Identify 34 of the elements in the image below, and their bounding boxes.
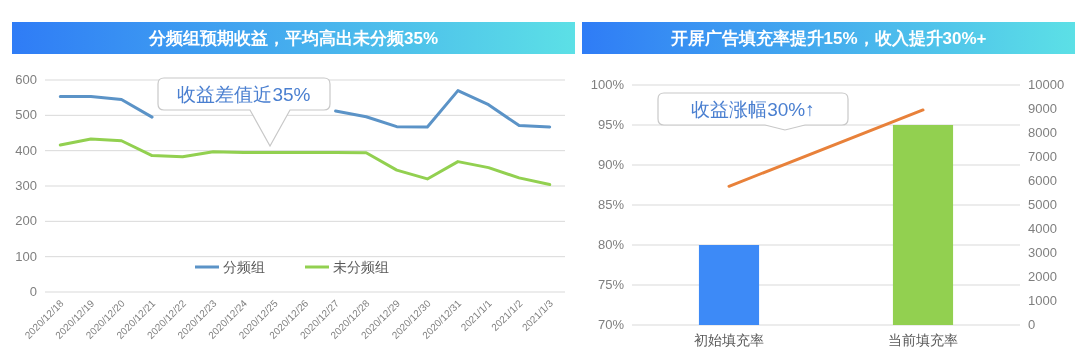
y-tick-label: 300: [15, 178, 37, 193]
y2-tick-label: 0: [1028, 317, 1036, 332]
y-tick-label: 500: [15, 107, 37, 123]
y-tick-label: 85%: [597, 197, 625, 212]
y-tick-label: 600: [15, 72, 37, 87]
y-tick-label: 100%: [590, 77, 625, 92]
y-tick-label: 75%: [597, 277, 625, 292]
y2-tick-label: 5000: [1028, 197, 1057, 212]
y-tick-label: 400: [15, 142, 37, 158]
annotation: 收益差值近35%: [177, 84, 311, 105]
legend-label: 未分频组: [333, 259, 389, 275]
y2-tick-label: 1000: [1028, 293, 1057, 308]
y2-tick-label: 9000: [1028, 101, 1057, 116]
chart-title: 分频组预期收益，平均高出未分频35%: [147, 29, 439, 48]
y2-tick-label: 6000: [1028, 173, 1057, 188]
y2-tick-label: 8000: [1028, 125, 1057, 140]
y2-tick-label: 3000: [1028, 245, 1057, 260]
annotation: 收益涨幅30%↑: [691, 99, 815, 120]
legend-label: 分频组: [223, 259, 265, 275]
y-tick-label: 0: [29, 284, 37, 299]
x-tick-label: 初始填充率: [694, 332, 764, 348]
y-tick-label: 95%: [597, 117, 625, 132]
y-tick-label: 80%: [597, 237, 625, 252]
y-tick-label: 200: [15, 213, 37, 229]
y-tick-label: 100: [15, 248, 37, 264]
y-tick-label: 70%: [597, 317, 625, 332]
chart-title: 开屏广告填充率提升15%，收入提升30%+: [669, 29, 987, 48]
y2-tick-label: 10000: [1028, 77, 1065, 92]
y2-tick-label: 2000: [1028, 269, 1057, 284]
y-tick-label: 90%: [597, 157, 625, 172]
y2-tick-label: 7000: [1028, 149, 1057, 164]
x-tick-label: 当前填充率: [888, 332, 958, 348]
y2-tick-label: 4000: [1028, 221, 1057, 236]
line-series: [58, 137, 552, 187]
